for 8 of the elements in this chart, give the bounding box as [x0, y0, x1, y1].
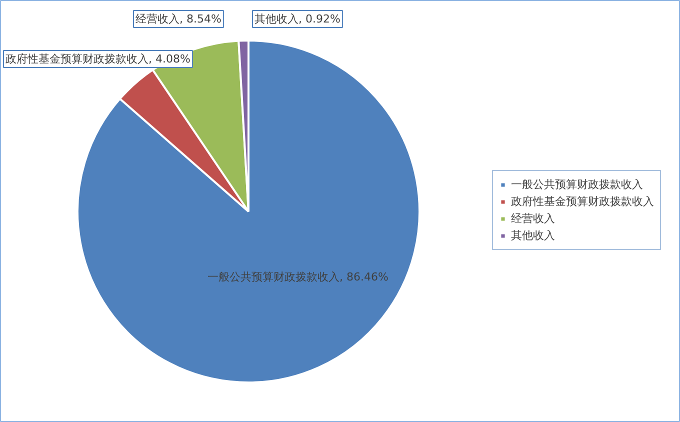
legend-label: 经营收入 [511, 211, 555, 226]
legend-label: 一般公共预算财政拨款收入 [511, 177, 643, 192]
data-label: 其他收入, 0.92% [254, 12, 340, 26]
data-label: 经营收入, 8.54% [136, 12, 222, 26]
legend-label: 其他收入 [511, 228, 555, 243]
legend-label: 政府性基金预算财政拨款收入 [511, 194, 654, 209]
data-label: 一般公共预算财政拨款收入, 86.46% [208, 270, 388, 284]
data-label: 政府性基金预算财政拨款收入, 4.08% [6, 52, 190, 66]
